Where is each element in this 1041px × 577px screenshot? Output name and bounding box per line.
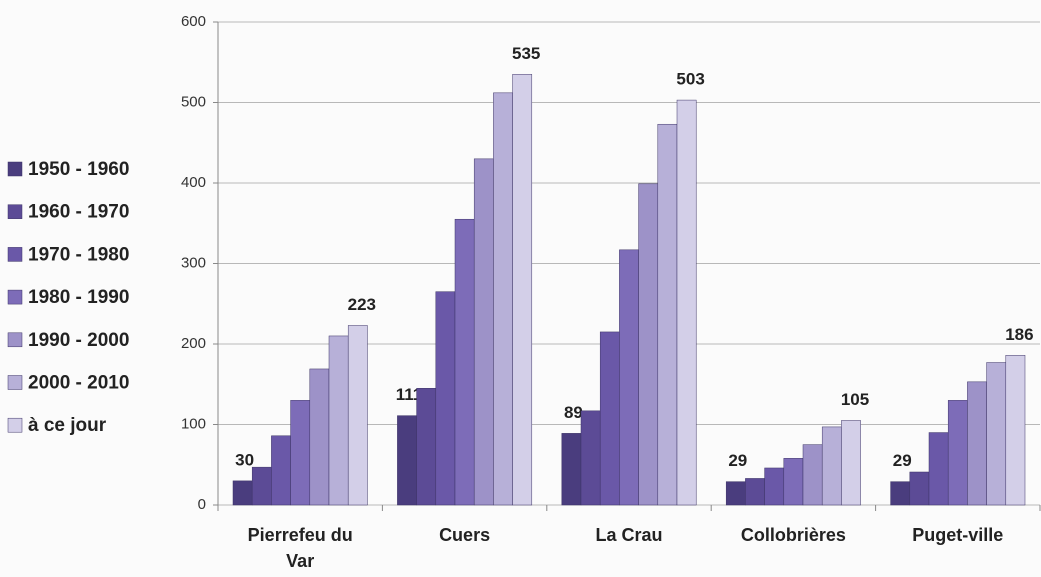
bar (580, 410, 601, 506)
bar (947, 400, 968, 506)
bar (638, 183, 659, 506)
bar (783, 458, 804, 506)
y-tick-label: 400 (181, 174, 206, 191)
bar (454, 218, 475, 506)
bar (416, 388, 437, 506)
legend-label: 1960 - 1970 (28, 202, 129, 223)
bar (473, 158, 494, 506)
data-label: 29 (893, 451, 912, 470)
bar (657, 123, 678, 506)
legend-swatch (7, 204, 23, 219)
bar (599, 331, 620, 506)
bar (619, 249, 639, 506)
data-label: 535 (512, 44, 540, 63)
bar (841, 420, 861, 506)
legend-label: 1950 - 1960 (28, 159, 129, 180)
legend-label: 1990 - 2000 (28, 330, 129, 351)
bar (309, 368, 330, 506)
legend-label: 2000 - 2010 (28, 373, 129, 394)
bar (676, 99, 697, 506)
bar (725, 481, 746, 506)
bar (890, 481, 911, 506)
legend-label: 1980 - 1990 (28, 287, 129, 308)
data-label: 29 (728, 451, 747, 470)
bar (328, 335, 349, 506)
x-tick-label: Cuers (439, 525, 491, 545)
data-label: 30 (235, 450, 254, 469)
x-tick-label: Collobrières (740, 525, 846, 545)
bar (251, 466, 272, 506)
legend-swatch (7, 417, 23, 433)
legend-label: à ce jour (28, 415, 107, 436)
legend-swatch (7, 247, 23, 262)
bar (397, 415, 417, 506)
bar (821, 426, 842, 506)
bar (232, 480, 253, 506)
bar (493, 92, 513, 506)
bar (745, 478, 765, 506)
data-label: 105 (841, 390, 869, 409)
bar (512, 74, 533, 506)
legend-swatch (7, 332, 23, 348)
legend-swatch (7, 375, 23, 390)
data-label: 89 (564, 403, 583, 422)
x-tick-label: La Crau (595, 525, 663, 545)
y-tick-label: 300 (181, 254, 206, 271)
data-label: 223 (348, 295, 376, 314)
legend-label: 1970 - 1980 (28, 244, 129, 265)
bar (909, 471, 930, 506)
data-label: 503 (676, 70, 704, 89)
bar (967, 381, 987, 506)
x-tick-label: Pierrefeu du Var (247, 525, 353, 571)
bar (1005, 355, 1026, 506)
bar (435, 291, 456, 506)
y-tick-label: 0 (198, 496, 206, 513)
bar (290, 400, 311, 506)
bar (986, 362, 1007, 506)
data-label: 111 (396, 385, 423, 404)
bar (802, 444, 823, 506)
bar (928, 432, 949, 506)
y-tick-label: 600 (181, 13, 206, 30)
legend-swatch (7, 289, 23, 305)
bar (271, 435, 291, 506)
y-tick-label: 200 (181, 335, 206, 352)
x-tick-label: Puget-ville (912, 525, 1004, 545)
bar (764, 467, 785, 506)
y-tick-label: 100 (181, 415, 206, 432)
bar (347, 325, 368, 506)
bar (561, 433, 582, 506)
y-tick-label: 500 (181, 93, 206, 110)
data-label: 186 (1005, 325, 1033, 344)
legend-swatch (7, 161, 23, 177)
